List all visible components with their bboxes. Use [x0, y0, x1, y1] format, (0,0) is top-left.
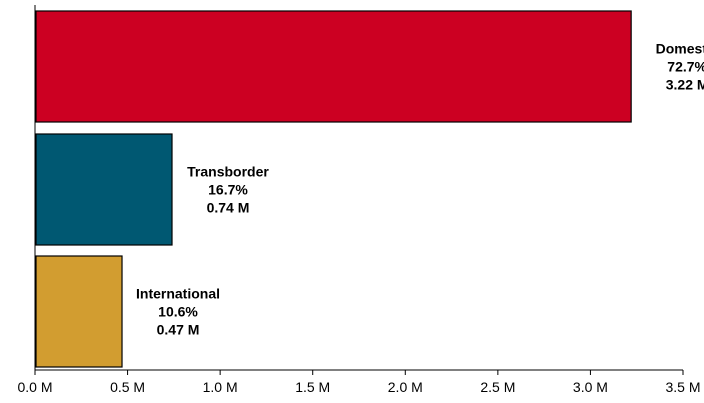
x-tick-label: 2.0 M	[388, 379, 423, 395]
bar-label-category-transborder: Transborder	[187, 164, 269, 180]
bar-label-category-domestic: Domestic	[656, 41, 704, 57]
x-tick-label: 1.5 M	[295, 379, 330, 395]
bar-international	[35, 255, 123, 368]
bar-domestic	[35, 10, 632, 123]
x-tick-label: 3.0 M	[573, 379, 608, 395]
bar-label-percent-international: 10.6%	[158, 304, 198, 320]
x-tick-label: 2.5 M	[480, 379, 515, 395]
bar-label-value-domestic: 3.22 M	[666, 77, 704, 93]
x-axis-ticks-group: 0.0 M 0.5 M 1.0 M 1.5 M 2.0 M 2.5 M 3.0 M 3.5 M	[17, 370, 701, 395]
bar-label-percent-transborder: 16.7%	[208, 182, 248, 198]
bar-label-percent-domestic: 72.7%	[667, 59, 704, 75]
x-tick-label: 0.5 M	[110, 379, 145, 395]
bar-transborder	[35, 133, 173, 246]
x-tick-label: 1.0 M	[203, 379, 238, 395]
bar-labels-group: Domestic 72.7% 3.22 M Transborder 16.7% 0.74 …	[136, 41, 704, 338]
bar-label-category-international: International	[136, 286, 220, 302]
x-tick-label: 0.0 M	[17, 379, 52, 395]
bar-label-value-transborder: 0.74 M	[207, 200, 250, 216]
bars-group	[35, 10, 632, 368]
bar-label-value-international: 0.47 M	[157, 322, 200, 338]
x-tick-label: 3.5 M	[665, 379, 700, 395]
